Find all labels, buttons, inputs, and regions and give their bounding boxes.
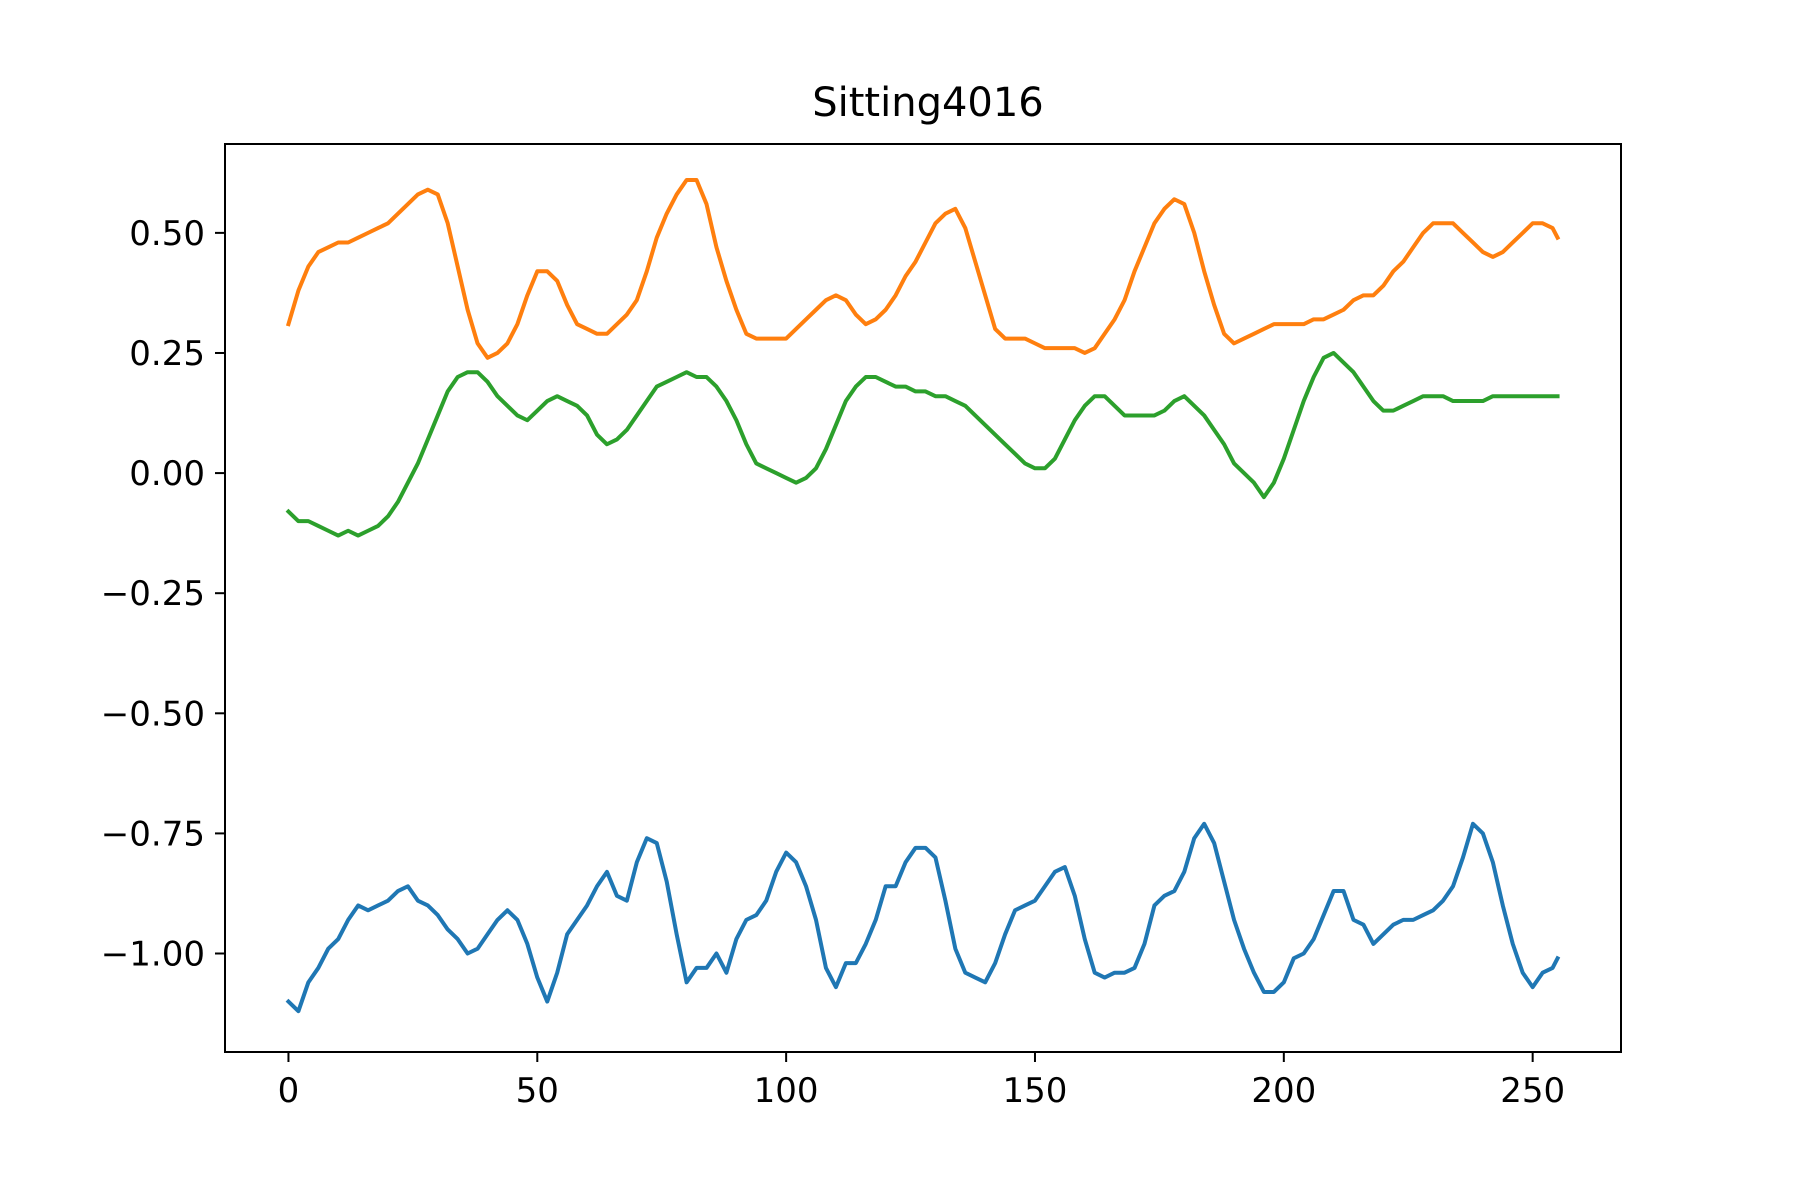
x-tick-label: 250 xyxy=(1500,1071,1565,1111)
y-tick-label: 0.50 xyxy=(129,214,205,254)
y-tick-label: 0.00 xyxy=(129,454,205,494)
y-tick-label: −0.75 xyxy=(101,814,205,854)
x-tick-label: 0 xyxy=(278,1071,300,1111)
series-line-3 xyxy=(285,350,1560,538)
y-tick-label: −1.00 xyxy=(101,935,205,975)
x-tick-label: 100 xyxy=(754,1071,819,1111)
series-line-1 xyxy=(285,821,1561,1014)
series-line-2 xyxy=(285,178,1561,360)
series-layer xyxy=(285,178,1561,1014)
y-tick-label: 0.25 xyxy=(129,334,205,374)
y-tick-label: −0.25 xyxy=(101,574,205,614)
y-tick-label: −0.50 xyxy=(101,694,205,734)
x-axis: 0 50 100 150 200 250 xyxy=(278,1052,1565,1111)
y-axis: −1.00 −0.75 −0.50 −0.25 0.00 0.25 0.50 xyxy=(101,214,225,975)
chart-title: Sitting4016 xyxy=(812,80,1044,126)
x-tick-label: 200 xyxy=(1251,1071,1316,1111)
x-tick-label: 50 xyxy=(516,1071,559,1111)
plot-frame xyxy=(224,143,1622,1053)
x-tick-label: 150 xyxy=(1003,1071,1068,1111)
